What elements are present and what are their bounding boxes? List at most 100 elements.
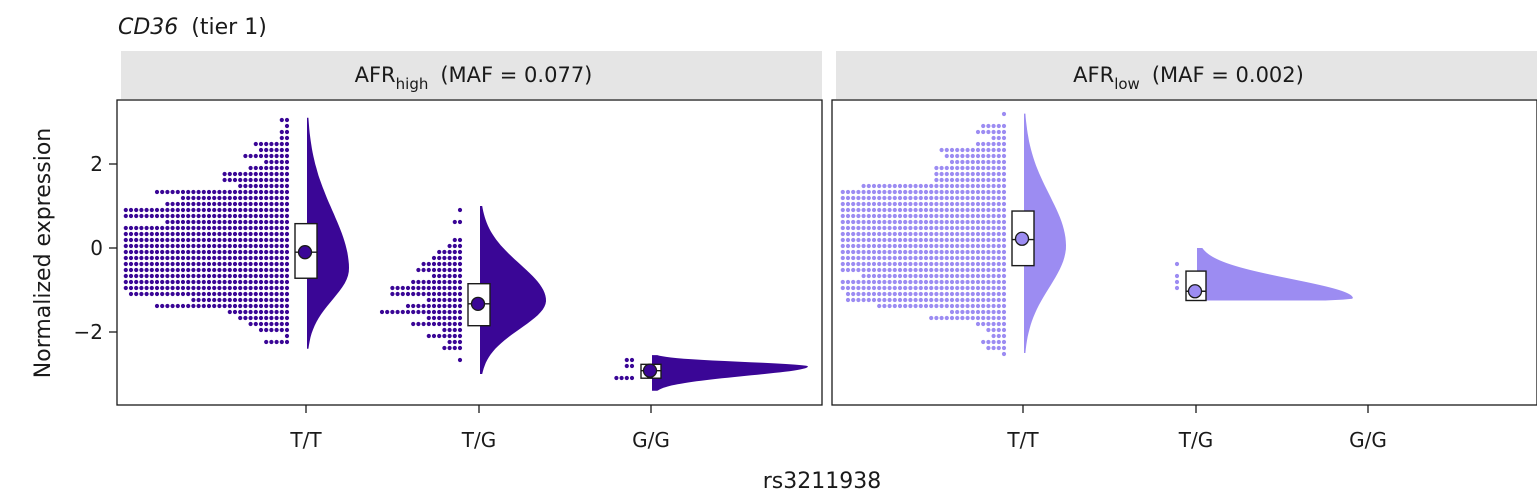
data-point — [975, 261, 981, 267]
data-point — [274, 273, 279, 279]
data-point — [227, 309, 232, 315]
data-point — [134, 207, 139, 213]
data-point — [253, 321, 258, 327]
data-point — [981, 213, 986, 219]
data-point — [965, 147, 970, 153]
data-point — [975, 255, 981, 261]
data-point — [934, 285, 939, 291]
data-point — [856, 279, 861, 285]
data-point — [279, 273, 284, 279]
data-point — [416, 321, 421, 327]
data-point — [186, 267, 191, 273]
data-point — [913, 201, 918, 207]
violin-T/T — [307, 117, 349, 349]
data-point — [944, 291, 949, 297]
data-point — [955, 303, 960, 309]
data-point — [986, 237, 991, 243]
data-point — [248, 225, 253, 231]
data-point — [212, 225, 217, 231]
data-point — [981, 249, 986, 255]
data-point — [866, 273, 871, 279]
data-point — [960, 273, 965, 279]
data-point — [191, 267, 196, 273]
data-point — [123, 267, 128, 273]
data-point — [845, 285, 851, 291]
data-point — [923, 201, 929, 207]
data-point — [918, 285, 923, 291]
data-point — [975, 279, 981, 285]
data-point — [196, 261, 201, 267]
data-point — [447, 297, 452, 303]
data-point — [160, 255, 165, 261]
data-point — [217, 189, 222, 195]
data-point — [284, 129, 290, 135]
data-point — [861, 285, 866, 291]
data-point — [866, 261, 871, 267]
data-point — [892, 303, 897, 309]
data-point — [981, 207, 986, 213]
data-point — [186, 249, 191, 255]
data-point — [944, 297, 949, 303]
data-point — [274, 159, 279, 165]
data-point — [861, 219, 866, 225]
data-point — [191, 243, 196, 249]
data-point — [437, 261, 442, 267]
data-point — [134, 231, 139, 237]
data-point — [437, 291, 442, 297]
data-point — [452, 285, 457, 291]
data-point — [452, 243, 457, 249]
data-point — [437, 333, 442, 339]
data-point — [918, 231, 923, 237]
data-point — [851, 201, 856, 207]
data-point — [243, 309, 248, 315]
data-point — [284, 153, 290, 159]
data-point — [248, 201, 253, 207]
data-point — [851, 285, 856, 291]
data-point — [170, 261, 175, 267]
x-tick-label-G/G: G/G — [1349, 428, 1387, 452]
data-point — [452, 345, 457, 351]
data-point — [975, 225, 981, 231]
data-point — [939, 183, 944, 189]
data-point — [253, 189, 258, 195]
data-point — [897, 243, 903, 249]
data-point — [1001, 327, 1007, 333]
data-point — [206, 195, 212, 201]
data-point — [160, 273, 165, 279]
data-point — [279, 327, 284, 333]
data-point — [981, 255, 986, 261]
data-point — [437, 303, 442, 309]
data-point — [923, 213, 929, 219]
data-point — [887, 249, 892, 255]
data-point — [934, 249, 939, 255]
mean-point-T/T — [297, 245, 313, 260]
data-point — [264, 177, 269, 183]
data-point — [144, 249, 149, 255]
data-point — [139, 255, 144, 261]
data-point — [144, 267, 149, 273]
data-point — [170, 231, 175, 237]
data-point — [986, 141, 991, 147]
data-point — [913, 183, 918, 189]
data-point — [457, 309, 463, 315]
data-point — [160, 249, 165, 255]
data-point — [232, 297, 238, 303]
data-point — [975, 237, 981, 243]
data-point — [180, 219, 186, 225]
data-point — [866, 285, 871, 291]
data-point — [996, 285, 1001, 291]
data-point — [279, 261, 284, 267]
data-point — [175, 267, 180, 273]
dots-T/G — [1174, 261, 1180, 291]
data-point — [149, 237, 154, 243]
data-point — [269, 315, 274, 321]
data-point — [284, 333, 290, 339]
data-point — [274, 249, 279, 255]
data-point — [269, 279, 274, 285]
data-point — [861, 267, 866, 273]
data-point — [154, 189, 160, 195]
data-point — [279, 135, 284, 141]
data-point — [981, 123, 986, 129]
data-point — [411, 303, 416, 309]
data-point — [892, 183, 897, 189]
